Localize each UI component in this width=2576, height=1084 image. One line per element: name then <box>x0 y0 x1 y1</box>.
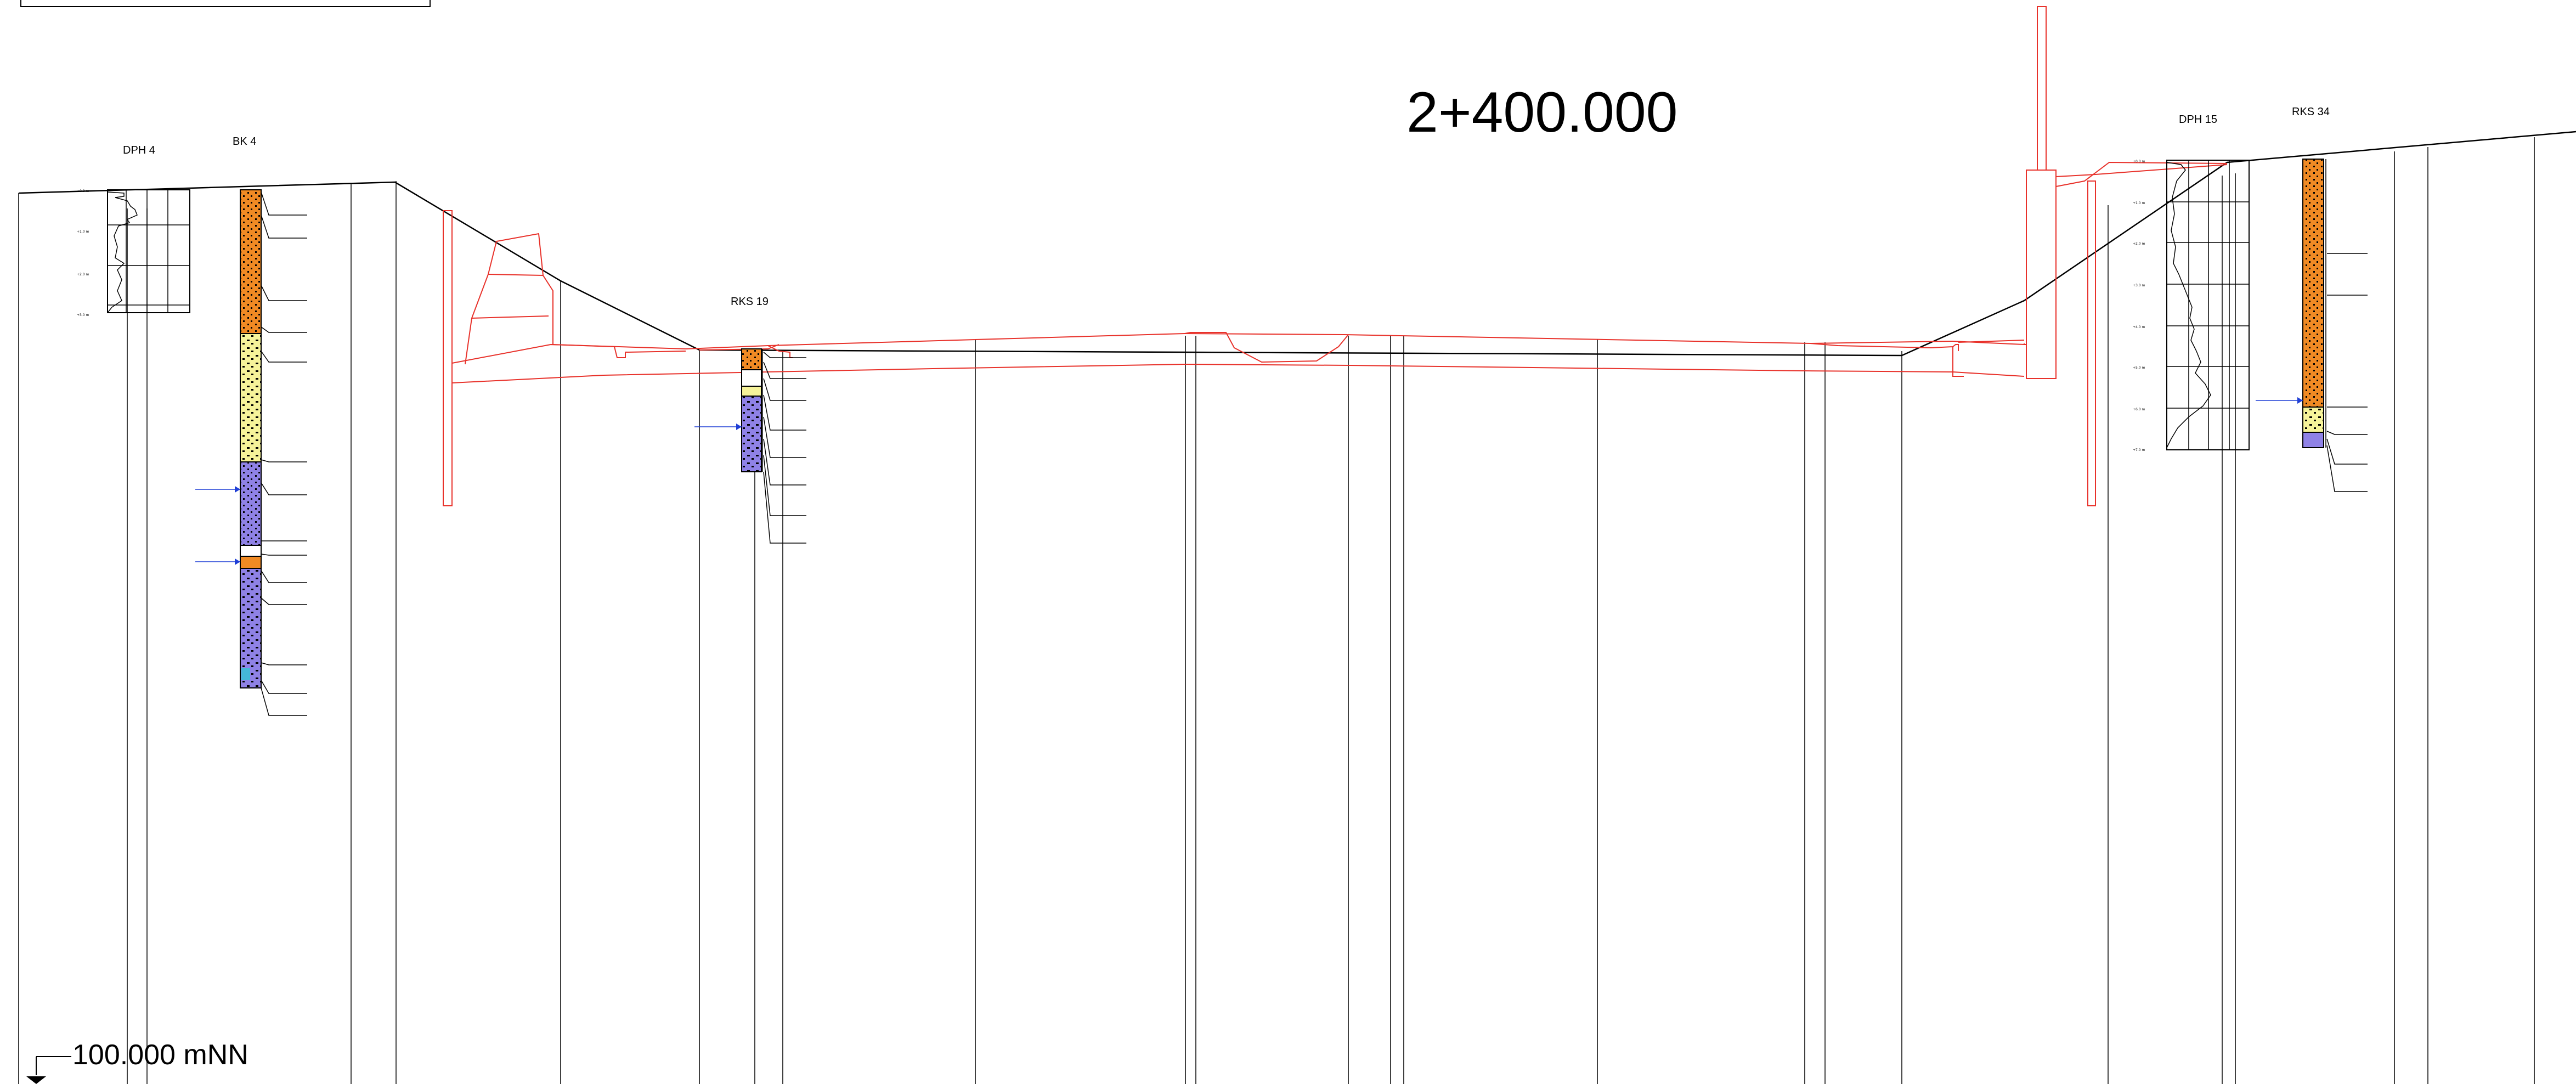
svg-text:+2.0 m: +2.0 m <box>77 273 89 276</box>
borehole-label-rks-19: RKS 19 <box>731 296 769 308</box>
svg-text:+2.0 m: +2.0 m <box>2133 242 2145 246</box>
vertical-grid-lines <box>18 137 2535 1084</box>
svg-text:+3.0 m: +3.0 m <box>2133 284 2145 287</box>
svg-text:+7.0 m: +7.0 m <box>2133 448 2145 452</box>
reference-level-label: 100.000 mNN <box>72 1039 248 1071</box>
svg-text:+0.0 m: +0.0 m <box>2133 160 2145 163</box>
borehole-label-rks-34: RKS 34 <box>2292 106 2330 118</box>
road-structure <box>443 6 2228 506</box>
svg-text:+1.0 m: +1.0 m <box>2133 201 2145 205</box>
svg-text:+3.0 m: +3.0 m <box>77 313 89 317</box>
svg-text:+5.0 m: +5.0 m <box>2133 366 2145 370</box>
borehole-label-dph-15: DPH 15 <box>2179 114 2217 126</box>
station-chainage-heading: 2+400.000 <box>1406 81 1678 144</box>
probe-chart-dph-15: +0.0 m +1.0 m +2.0 m +3.0 m +4.0 m +5.0 … <box>2133 160 2250 452</box>
borehole-column-rks-19 <box>694 348 806 544</box>
probe-chart-dph-4: +0.0 m +1.0 m +2.0 m +3.0 m <box>77 189 190 317</box>
reference-level-marker <box>26 1056 71 1084</box>
borehole-label-bk-4: BK 4 <box>233 136 256 148</box>
svg-text:+1.0 m: +1.0 m <box>77 230 89 234</box>
borehole-label-dph-4: DPH 4 <box>123 144 155 156</box>
borehole-column-bk-4 <box>195 189 307 716</box>
svg-text:+4.0 m: +4.0 m <box>2133 325 2145 329</box>
borehole-column-rks-34 <box>2256 159 2368 492</box>
terrain-profile <box>18 131 2576 357</box>
svg-text:+0.0 m: +0.0 m <box>77 189 89 193</box>
title-block-frame <box>20 0 431 7</box>
svg-text:+6.0 m: +6.0 m <box>2133 408 2145 411</box>
